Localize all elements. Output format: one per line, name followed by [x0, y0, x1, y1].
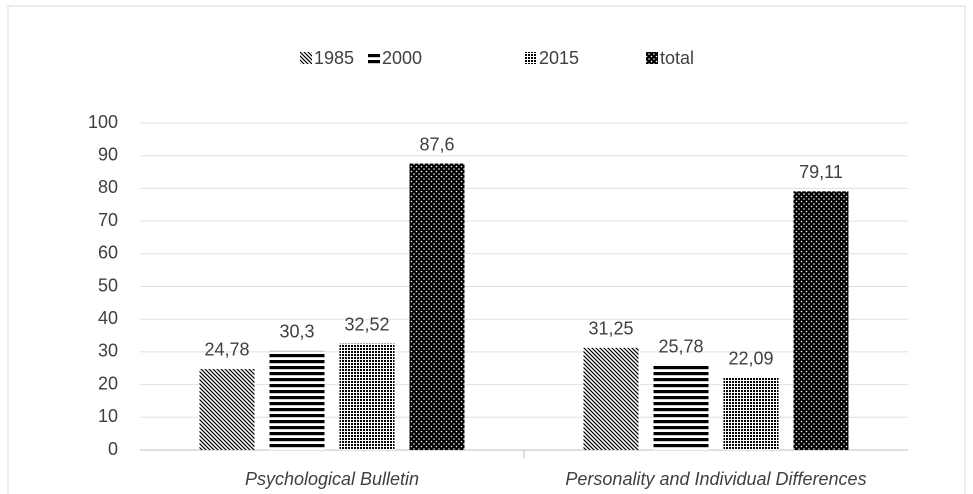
y-tick-label: 30 [98, 341, 118, 361]
data-label: 31,25 [588, 319, 633, 339]
legend-label: 2000 [382, 48, 422, 68]
chart-border [7, 5, 966, 494]
y-tick-label: 100 [88, 112, 118, 132]
data-label: 79,11 [799, 162, 843, 182]
bar [583, 347, 639, 450]
data-label: 25,78 [658, 336, 703, 356]
y-tick-label: 90 [98, 144, 118, 164]
bar [339, 343, 395, 450]
data-label: 24,78 [204, 340, 249, 360]
legend-label: 1985 [314, 48, 354, 68]
y-tick-label: 60 [98, 243, 118, 263]
y-tick-label: 80 [98, 177, 118, 197]
legend-label: total [660, 48, 694, 68]
y-tick-label: 40 [98, 308, 118, 328]
data-label: 30,3 [279, 322, 314, 342]
bar [409, 163, 465, 450]
bar [269, 350, 325, 450]
bar [653, 365, 709, 450]
y-tick-label: 50 [98, 275, 118, 295]
legend-swatch [646, 52, 658, 64]
legend-swatch [525, 52, 537, 64]
x-tick-label: Personality and Individual Differences [565, 469, 866, 489]
x-tick-label: Psychological Bulletin [245, 469, 419, 489]
bar [199, 368, 255, 450]
bar [793, 191, 849, 450]
legend-swatch [368, 52, 380, 64]
y-tick-label: 10 [98, 406, 118, 426]
data-label: 32,52 [344, 314, 389, 334]
legend-swatch [300, 52, 312, 64]
data-label: 87,6 [419, 134, 454, 154]
y-tick-label: 70 [98, 210, 118, 230]
y-tick-label: 20 [98, 373, 118, 393]
y-tick-label: 0 [108, 439, 118, 459]
data-label: 22,09 [728, 349, 773, 369]
bar [723, 377, 779, 450]
legend-label: 2015 [539, 48, 579, 68]
